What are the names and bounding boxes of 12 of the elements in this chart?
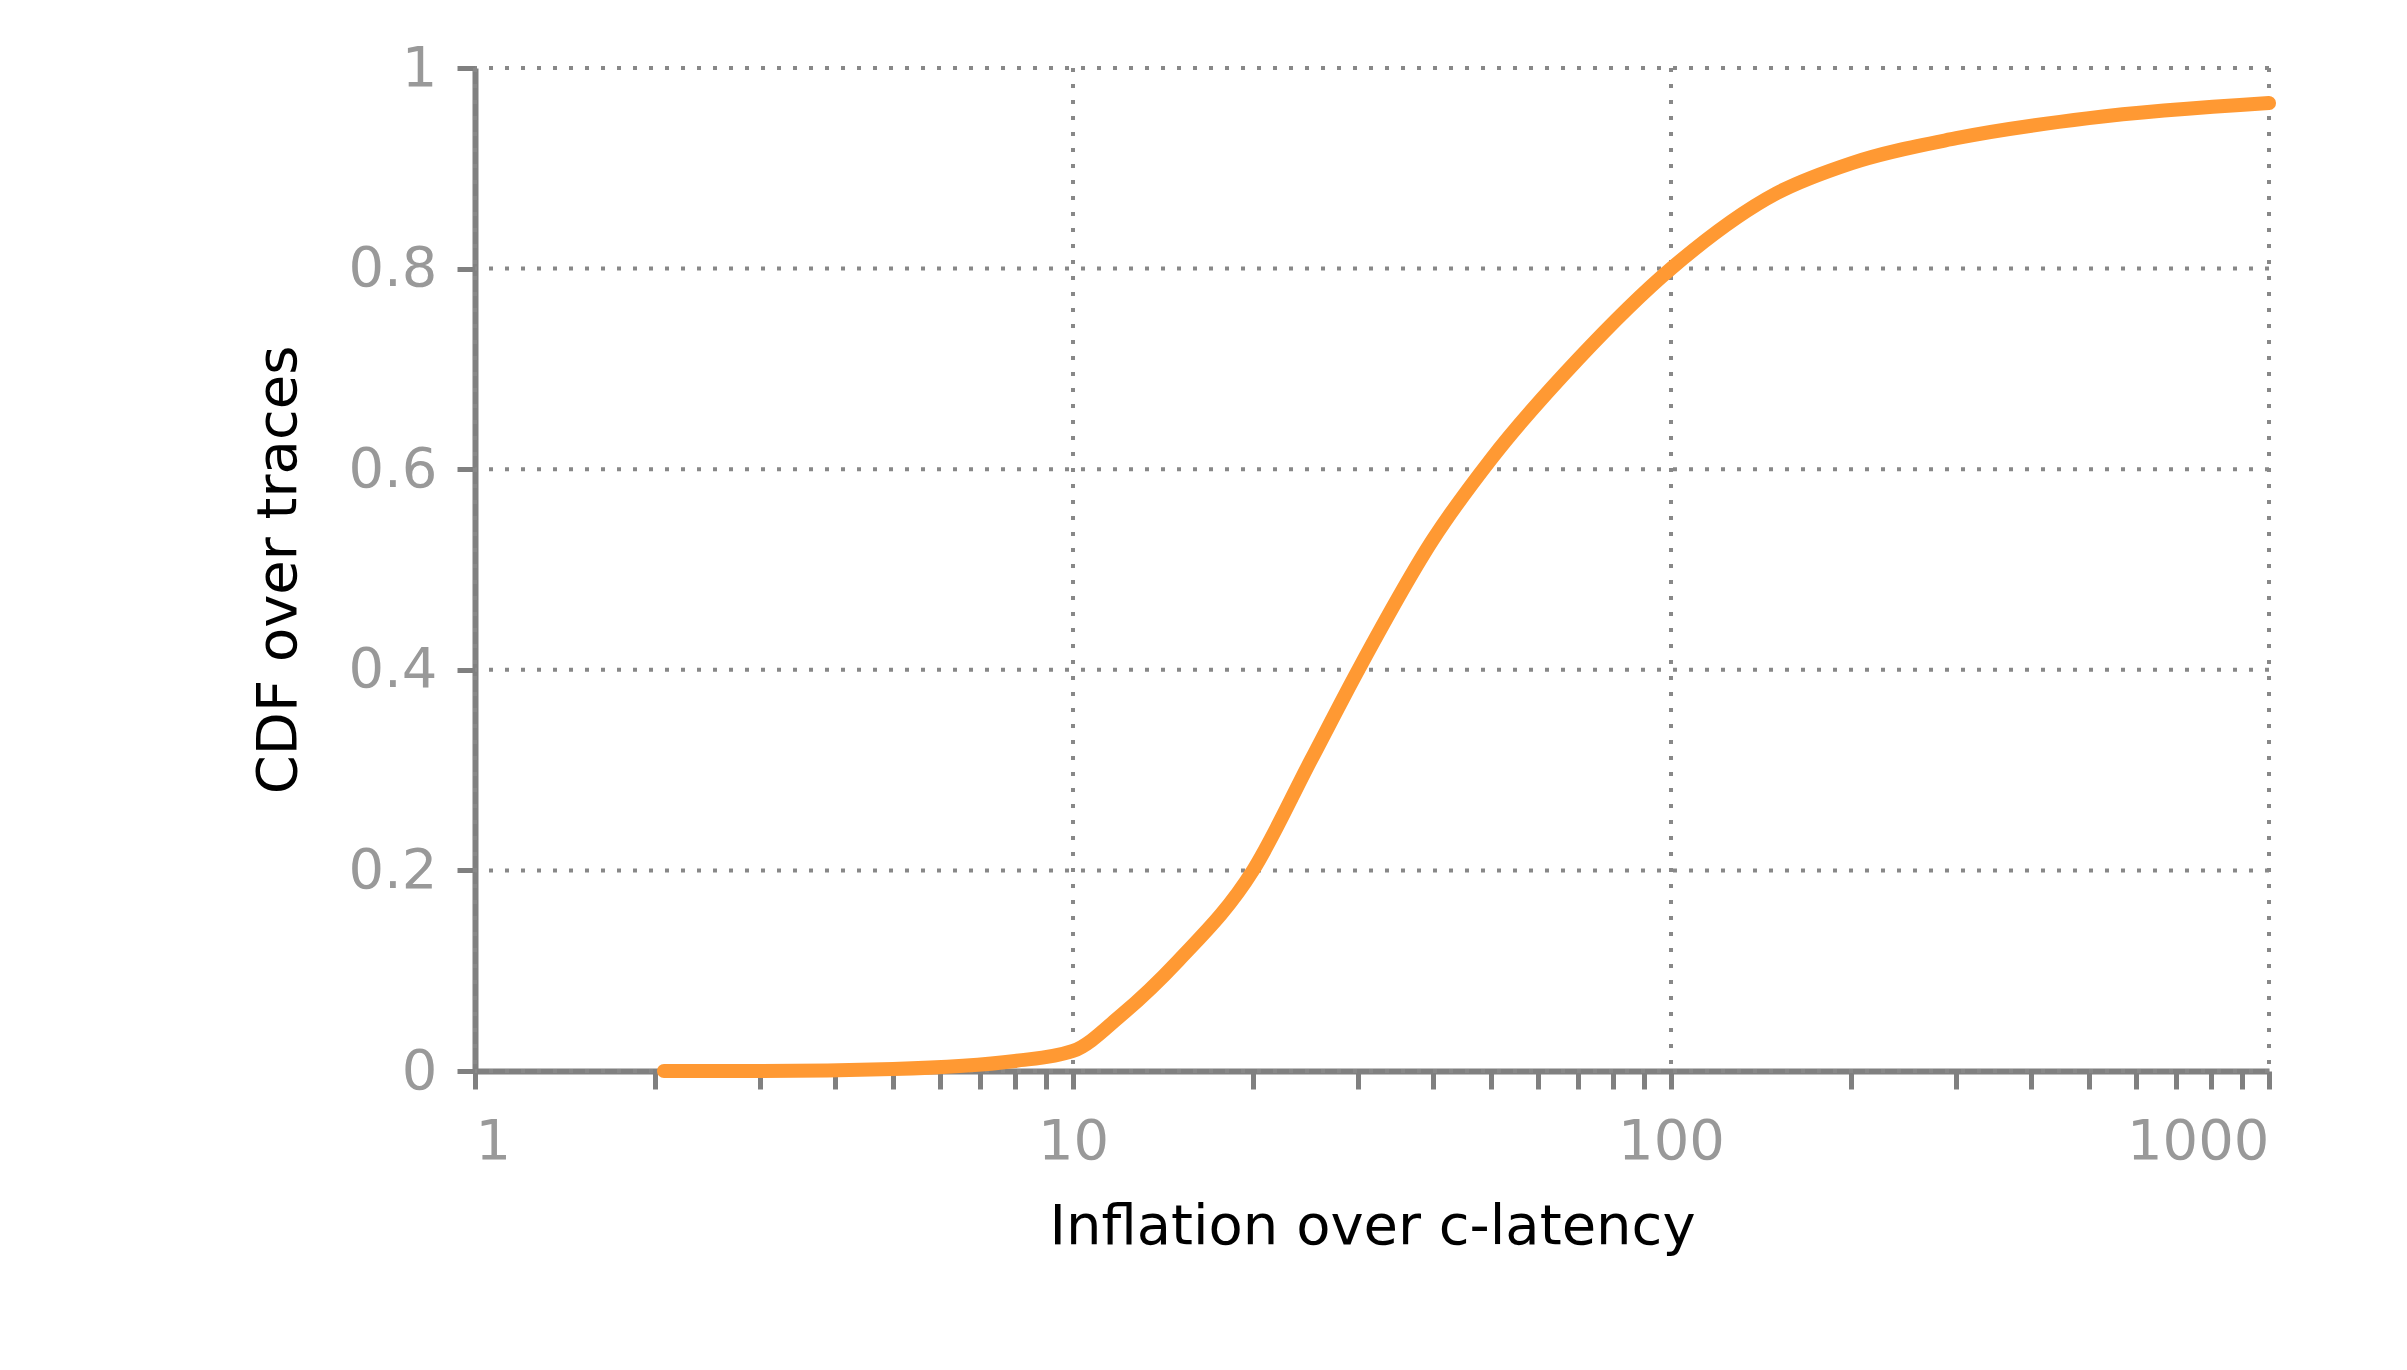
y-tick-label: 0.2	[348, 835, 438, 901]
x-tick-label: 100	[1618, 1106, 1725, 1172]
y-tick-label: 0.6	[348, 434, 438, 500]
y-tick-label: 1	[401, 33, 438, 99]
y-tick-label: 0.4	[348, 635, 438, 701]
y-tick-label: 0	[401, 1036, 438, 1102]
y-axis-title: CDF over traces	[244, 345, 310, 795]
x-tick-label: 10	[1037, 1106, 1110, 1172]
y-tick-label: 0.8	[348, 234, 438, 300]
x-tick-label: 1	[475, 1106, 512, 1172]
x-axis-title: Inflation over c-latency	[1049, 1191, 1696, 1257]
x-tick-label: 1000	[2126, 1106, 2270, 1172]
